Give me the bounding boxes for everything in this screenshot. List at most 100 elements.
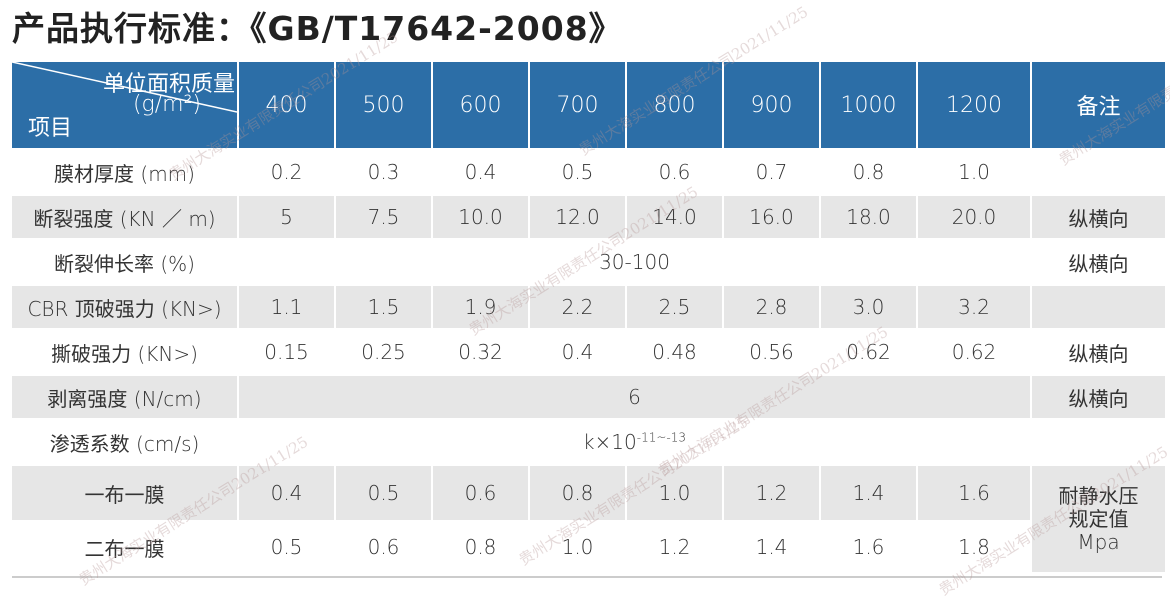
row-label: 撕破强力 (KN>) <box>51 341 198 366</box>
column-header: 700 <box>530 62 625 148</box>
row-label: 二布一膜 <box>84 536 165 561</box>
row: 一布一膜 0.4 0.5 0.6 0.8 1.0 1.2 1.4 1.6 耐静水压 规定值 Mpa <box>12 466 1165 572</box>
cell: 0.8 <box>530 466 625 520</box>
cell: 0.25 <box>361 340 406 364</box>
cell: 20.0 <box>918 196 1030 238</box>
note: 纵横向 <box>1032 376 1165 418</box>
merged-value: 30-100 <box>599 250 670 274</box>
cell: 1.1 <box>239 286 334 328</box>
cell: 0.15 <box>264 340 309 364</box>
merged-value: 6 <box>628 385 641 409</box>
diagonal <box>12 62 237 113</box>
cell: 0.7 <box>755 160 788 184</box>
cell: 0.62 <box>951 340 997 364</box>
row-label: 剥离强度 (N/cm) <box>12 376 237 418</box>
spec-table: 单位面积质量 (g/m²) 项目 400 500 600 700 800 900 1000 1200… <box>10 60 1167 574</box>
cell: 0.5 <box>336 466 431 520</box>
cell: 3.2 <box>918 286 1030 328</box>
unit: (g/m²) <box>132 92 201 117</box>
cell: 0.6 <box>658 160 691 184</box>
cell: 1.0 <box>627 466 722 520</box>
cell: 2.5 <box>627 286 722 328</box>
row-label: 一布一膜 <box>12 466 237 520</box>
row: 断裂伸长率 (%) 30-100 纵横向 <box>12 240 1165 284</box>
corner-cell: 单位面积质量 (g/m²) 项目 <box>12 62 237 148</box>
column-header: 600 <box>433 62 528 148</box>
cell: 1.8 <box>958 535 990 559</box>
bottom-rule <box>12 576 1162 578</box>
cell: 12.0 <box>530 196 625 238</box>
cell: 0.4 <box>561 340 594 364</box>
row: 剥离强度 (N/cm) 6 纵横向 <box>12 376 1165 418</box>
note-header: 备注 <box>1032 62 1165 148</box>
cell: 0.8 <box>464 535 497 559</box>
cell: 1.0 <box>958 160 990 184</box>
note-empty <box>1032 150 1165 194</box>
cell: 1.6 <box>852 535 885 559</box>
row: 渗透系数 (cm/s) k×10-11~-13 <box>12 420 1165 464</box>
note: 纵横向 <box>1032 196 1165 238</box>
cell: 2.2 <box>530 286 625 328</box>
cell: 18.0 <box>821 196 916 238</box>
cell: 0.4 <box>464 160 497 184</box>
row: CBR 顶破强力 (KN>) 1.1 1.5 1.9 2.2 2.5 2.8 3.0 3.2 <box>12 286 1165 328</box>
cell: 10.0 <box>433 196 528 238</box>
cell: 0.62 <box>846 340 891 364</box>
column-header: 1200 <box>918 62 1030 148</box>
cell: 0.2 <box>270 160 303 184</box>
cell: 1.4 <box>821 466 916 520</box>
cell: 0.5 <box>561 160 594 184</box>
merged-value: k×10 <box>582 430 637 454</box>
cell: 3.0 <box>821 286 916 328</box>
cell: 0.32 <box>458 340 503 364</box>
cell: 0.6 <box>433 466 528 520</box>
row: 断裂强度 (KN ／ m) 5 7.5 10.0 12.0 14.0 16.0 18.0 20.… <box>12 196 1165 238</box>
cell: 14.0 <box>627 196 722 238</box>
cell: 5 <box>239 196 334 238</box>
cell: 1.2 <box>658 535 691 559</box>
cell: 0.48 <box>652 340 697 364</box>
cell: 1.5 <box>336 286 431 328</box>
row-label: 膜材厚度 (mm) <box>54 161 195 186</box>
header-row: 单位面积质量 (g/m²) 项目 400 500 600 700 800 900 1000 1200… <box>12 62 1165 148</box>
cell: 1.2 <box>724 466 819 520</box>
cell: 0.8 <box>852 160 885 184</box>
cell: 7.5 <box>336 196 431 238</box>
row: 膜材厚度 (mm) 0.2 0.3 0.4 0.5 0.6 0.7 0.8 1.0 <box>12 150 1165 194</box>
cell: 1.4 <box>755 535 788 559</box>
cell: 0.6 <box>367 535 400 559</box>
exponent: -11~-13 <box>636 430 687 445</box>
cell: 2.8 <box>724 286 819 328</box>
row-label: CBR 顶破强力 (KN>) <box>12 286 237 328</box>
page: 产品执行标准：《GB/T17642-2008》 单位面积质量 (g/m²) 项目 40… <box>10 2 1170 600</box>
cell: 1.9 <box>433 286 528 328</box>
column-header: 900 <box>724 62 819 148</box>
cell: 1.6 <box>918 466 1030 520</box>
row: 二布一膜 0.5 0.6 0.8 1.0 1.2 1.4 1.6 1.8 <box>12 522 1165 572</box>
column-header: 400 <box>239 62 334 148</box>
pressure-note: 耐静水压 规定值 Mpa <box>1032 466 1165 572</box>
unit-label: 单位面积质量 <box>102 72 235 97</box>
note: 纵横向 <box>1068 251 1129 276</box>
column-header: 500 <box>336 62 431 148</box>
column-header: 800 <box>627 62 722 148</box>
note-empty <box>1032 420 1165 464</box>
item-label: 项目 <box>28 116 73 141</box>
pressure-note-line: Mpa <box>1077 529 1120 554</box>
cell: 0.56 <box>749 340 794 364</box>
row-label: 渗透系数 (cm/s) <box>49 431 200 456</box>
cell: 0.3 <box>367 160 400 184</box>
cell: 0.5 <box>270 535 303 559</box>
pressure-note-line: 耐静水压 <box>1058 483 1139 508</box>
column-header: 1000 <box>821 62 916 148</box>
note: 纵横向 <box>1068 341 1129 366</box>
merged-cell: 30-100 <box>239 240 1030 284</box>
title: 产品执行标准：《GB/T17642-2008》 <box>12 9 623 48</box>
cell: 0.4 <box>239 466 334 520</box>
cell: 1.0 <box>561 535 594 559</box>
merged-cell: k×10-11~-13 <box>239 420 1030 464</box>
row-label: 断裂伸长率 (%) <box>54 251 195 276</box>
note-empty <box>1032 286 1165 328</box>
pressure-note-line: 规定值 <box>1068 506 1129 531</box>
row: 撕破强力 (KN>) 0.15 0.25 0.32 0.4 0.48 0.56 0.62 0.6… <box>12 330 1165 374</box>
